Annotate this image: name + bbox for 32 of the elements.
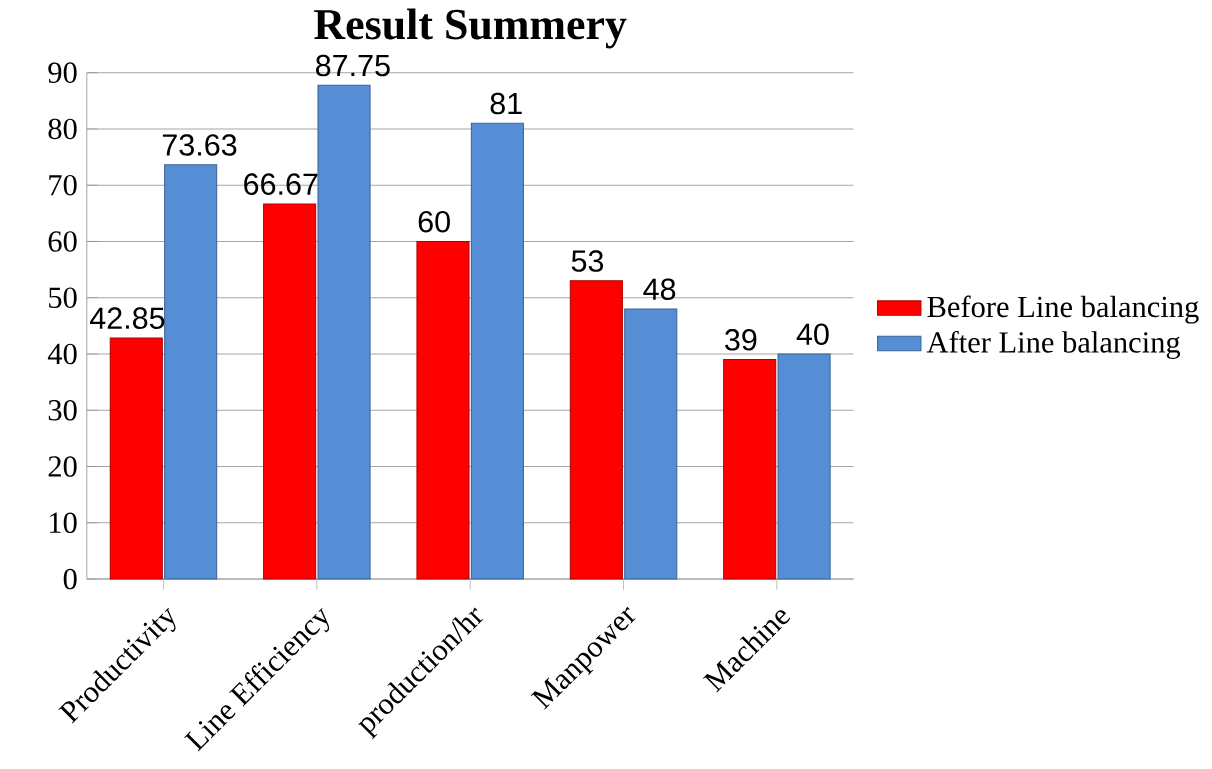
bar <box>416 241 470 580</box>
data-label: 87.75 <box>316 54 390 77</box>
y-tick-label: 80 <box>48 118 77 140</box>
bar <box>109 337 163 580</box>
chart-title: Result Summery <box>314 8 627 49</box>
y-tick-label: 20 <box>48 456 77 477</box>
bar <box>777 353 831 580</box>
y-tick-label: 70 <box>49 175 77 196</box>
data-label: 66.67 <box>244 173 318 196</box>
bar <box>569 280 623 580</box>
data-label: 40 <box>796 323 829 346</box>
bar <box>263 203 317 580</box>
y-tick-label: 50 <box>49 287 77 309</box>
y-tick-label: 90 <box>48 62 77 84</box>
data-label: 81 <box>490 92 522 115</box>
bar <box>317 84 371 580</box>
y-tick-label: 40 <box>47 343 77 365</box>
bar <box>624 308 678 580</box>
data-label: 48 <box>643 278 676 301</box>
y-tick-label: 30 <box>48 400 77 421</box>
bar <box>164 164 218 580</box>
y-tick-label: 10 <box>49 512 77 534</box>
bar <box>723 359 777 580</box>
y-tick-label: 60 <box>48 231 77 252</box>
data-label: 73.63 <box>162 134 237 156</box>
data-label: 53 <box>571 250 604 272</box>
data-label: 60 <box>418 210 450 233</box>
data-label: 39 <box>725 329 757 351</box>
legend-label: After Line balancing <box>926 331 1181 360</box>
y-tick-label: 0 <box>63 568 77 590</box>
bar <box>470 122 524 580</box>
legend-label: Before Line balancing <box>927 295 1199 324</box>
